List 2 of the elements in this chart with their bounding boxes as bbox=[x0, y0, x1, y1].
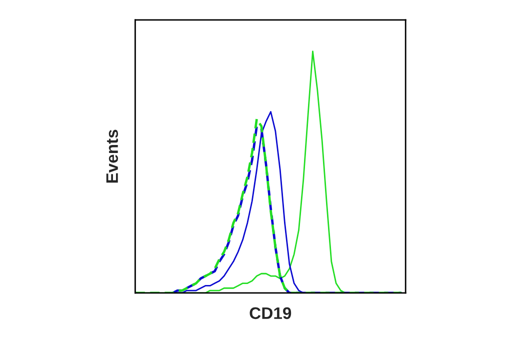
x-axis-title: CD19 bbox=[250, 307, 292, 320]
y-axis-title: Events bbox=[106, 130, 118, 183]
